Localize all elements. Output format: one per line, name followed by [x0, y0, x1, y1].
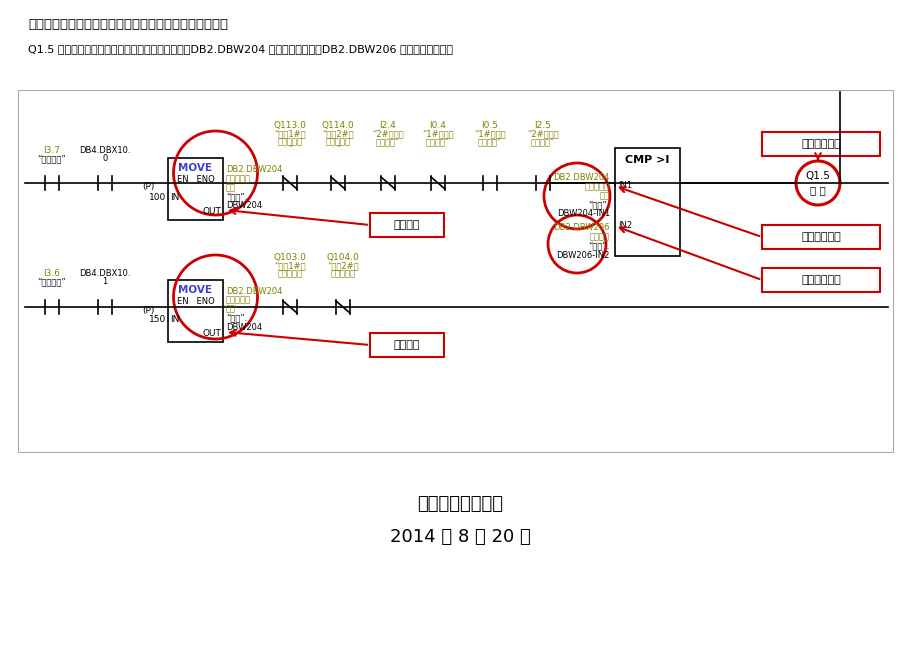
- Text: 降下降输出: 降下降输出: [325, 137, 350, 146]
- Text: 解锁信号输出: 解锁信号输出: [800, 139, 840, 149]
- Bar: [369, 213, 444, 237]
- Bar: [168, 280, 222, 342]
- Text: OUT: OUT: [202, 208, 221, 217]
- Text: “1#升降下: “1#升降下: [422, 129, 453, 138]
- Text: DB2.DBW204: DB2.DBW204: [553, 174, 609, 182]
- Text: OUT: OUT: [202, 329, 221, 339]
- Bar: [761, 225, 879, 249]
- Text: EN   ENO: EN ENO: [176, 298, 214, 307]
- Text: 自动取样点数: 自动取样点数: [800, 232, 840, 242]
- Text: I0.4: I0.4: [429, 121, 446, 130]
- Text: I2.4: I2.4: [380, 121, 396, 130]
- Text: 降下降输出: 降下降输出: [330, 269, 355, 278]
- Text: 150: 150: [149, 316, 165, 324]
- Text: “手动2#升: “手动2#升: [322, 129, 354, 138]
- Bar: [168, 158, 222, 220]
- Text: “数据”.: “数据”.: [588, 242, 609, 251]
- Bar: [761, 268, 879, 292]
- Text: DB4.DBX10.: DB4.DBX10.: [79, 146, 130, 155]
- Text: 检修中心中和料场: 检修中心中和料场: [416, 495, 503, 513]
- Text: “选择手动”: “选择手动”: [38, 154, 66, 163]
- Text: MOVE: MOVE: [178, 163, 212, 173]
- Text: 降下降输出: 降下降输出: [278, 269, 302, 278]
- Text: IN2: IN2: [618, 221, 631, 230]
- Text: “数据”.: “数据”.: [226, 193, 247, 202]
- Text: “手动1#升: “手动1#升: [274, 129, 305, 138]
- Bar: [369, 333, 444, 357]
- Text: IN: IN: [170, 193, 179, 202]
- Text: Q114.0: Q114.0: [322, 121, 354, 130]
- Text: ”: ”: [335, 145, 340, 154]
- Text: “1#升降上: “1#升降上: [473, 129, 505, 138]
- Text: 限为合并”: 限为合并”: [530, 137, 554, 146]
- Text: “选择自动”: “选择自动”: [38, 277, 66, 286]
- Text: DBW206-IN2: DBW206-IN2: [556, 251, 609, 260]
- Text: EN   ENO: EN ENO: [176, 176, 214, 184]
- Text: CMP >I: CMP >I: [625, 155, 669, 165]
- Text: “自动1#升: “自动1#升: [274, 261, 305, 270]
- Text: DB2.DBW204: DB2.DBW204: [226, 165, 282, 174]
- Text: “2#升降上: “2#升降上: [527, 129, 558, 138]
- Text: ”: ”: [288, 145, 292, 154]
- Bar: [614, 148, 679, 256]
- Text: DBW204: DBW204: [226, 202, 262, 210]
- Bar: [761, 132, 879, 156]
- Text: Q1.5 为输出给翻车机重调允许后退接车允许信号；DB2.DBW204 为实际取样点数；DB2.DBW206 为设定取样点数；: Q1.5 为输出给翻车机重调允许后退接车允许信号；DB2.DBW204 为实际取…: [28, 44, 452, 54]
- Text: “2#升降下: “2#升降下: [372, 129, 403, 138]
- Text: 降下降输出: 降下降输出: [278, 137, 302, 146]
- Text: 设定取样点数: 设定取样点数: [800, 275, 840, 285]
- Text: IN1: IN1: [618, 182, 631, 191]
- Text: 自动状态: 自动状态: [393, 340, 420, 350]
- Text: DBW204: DBW204: [226, 322, 262, 331]
- Text: 志字: 志字: [226, 184, 236, 193]
- Text: I3.7: I3.7: [43, 146, 61, 155]
- Text: “数据”.: “数据”.: [226, 314, 247, 322]
- Text: 手动状态: 手动状态: [393, 220, 420, 230]
- Text: 2014 年 8 月 20 日: 2014 年 8 月 20 日: [390, 528, 529, 546]
- Bar: [18, 90, 892, 452]
- Text: 志字: 志字: [226, 305, 236, 314]
- Text: “自动2#升: “自动2#升: [327, 261, 358, 270]
- Text: 限位合并”: 限位合并”: [425, 137, 449, 146]
- Text: 程序状态标: 程序状态标: [226, 174, 251, 184]
- Text: “数据”.: “数据”.: [588, 201, 609, 210]
- Text: 程序状态标: 程序状态标: [584, 182, 609, 191]
- Text: DB2.DBW206: DB2.DBW206: [553, 223, 609, 232]
- Text: 取样点数: 取样点数: [589, 232, 609, 242]
- Text: IN: IN: [170, 316, 179, 324]
- Text: 改造方案：自动取样机给翻车机重调允许后退接车连锁图: 改造方案：自动取样机给翻车机重调允许后退接车连锁图: [28, 18, 228, 31]
- Text: (P): (P): [142, 182, 154, 191]
- Text: 限为合并”: 限为合并”: [477, 137, 502, 146]
- Text: DB4.DBX10.: DB4.DBX10.: [79, 269, 130, 278]
- Text: Q1.5: Q1.5: [805, 171, 830, 181]
- Text: Q104.0: Q104.0: [326, 253, 359, 262]
- Text: Q113.0: Q113.0: [273, 121, 306, 130]
- Text: I3.6: I3.6: [43, 269, 61, 278]
- Text: 程序状态标: 程序状态标: [226, 296, 251, 305]
- Text: 0: 0: [102, 154, 108, 163]
- Text: MOVE: MOVE: [178, 285, 212, 295]
- Text: 志字: 志字: [599, 191, 609, 201]
- Text: DB2.DBW204: DB2.DBW204: [226, 286, 282, 296]
- Text: （ ）: （ ）: [810, 185, 825, 195]
- Text: 100: 100: [149, 193, 165, 202]
- Text: 1: 1: [102, 277, 108, 286]
- Text: (P): (P): [142, 305, 154, 314]
- Text: I2.5: I2.5: [534, 121, 550, 130]
- Text: I0.5: I0.5: [481, 121, 498, 130]
- Text: Q103.0: Q103.0: [273, 253, 306, 262]
- Text: DBW204-IN1: DBW204-IN1: [556, 210, 609, 219]
- Text: 限位合并”: 限位合并”: [376, 137, 400, 146]
